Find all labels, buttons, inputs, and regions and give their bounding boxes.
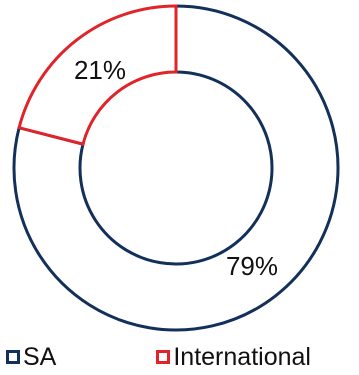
legend-label-sa: SA [23, 342, 57, 371]
chart-legend: SA International [6, 342, 356, 372]
slice-label-international: 21% [74, 55, 126, 85]
donut-slices [12, 4, 340, 332]
legend-label-international: International [173, 342, 311, 371]
donut-labels: 79% 21% [74, 55, 278, 281]
legend-swatch-international [156, 350, 171, 364]
legend-swatch-sa [6, 350, 20, 364]
slice-label-sa: 79% [226, 251, 278, 281]
slice-international [17, 4, 178, 146]
legend-item-sa: SA [6, 343, 56, 372]
legend-item-international: International [156, 343, 311, 372]
slice-sa [12, 4, 340, 332]
